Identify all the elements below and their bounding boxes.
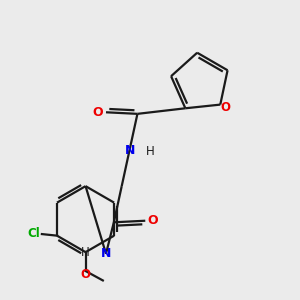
- Text: O: O: [93, 106, 104, 119]
- Text: H: H: [81, 246, 90, 259]
- Text: N: N: [124, 143, 135, 157]
- Text: Cl: Cl: [27, 226, 40, 240]
- Text: O: O: [220, 100, 230, 114]
- Text: O: O: [148, 214, 158, 227]
- Text: O: O: [81, 268, 91, 281]
- Text: H: H: [146, 145, 154, 158]
- Text: N: N: [101, 247, 111, 260]
